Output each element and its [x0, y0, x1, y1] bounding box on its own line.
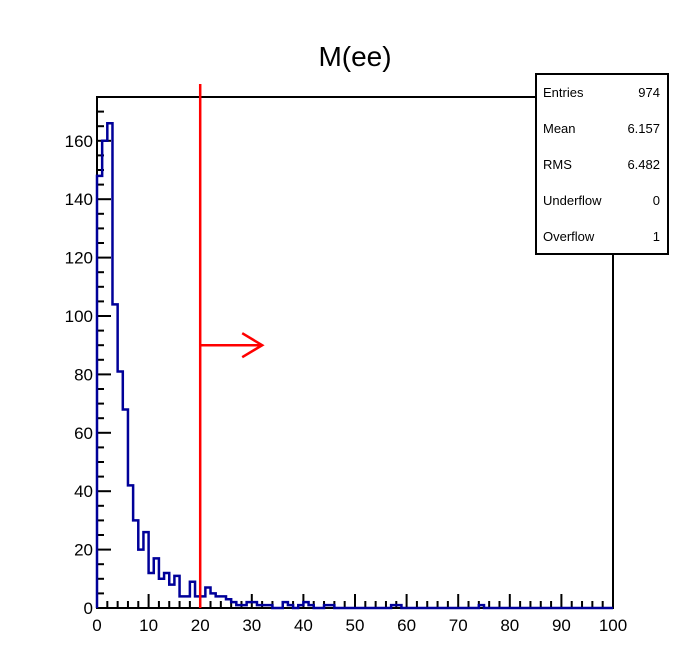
stats-value: 6.482 — [627, 157, 660, 172]
stats-label: Mean — [543, 121, 576, 136]
x-tick-label: 40 — [294, 616, 313, 635]
y-tick-label: 140 — [65, 190, 93, 209]
x-tick-label: 50 — [346, 616, 365, 635]
y-tick-label: 120 — [65, 249, 93, 268]
x-tick-label: 0 — [92, 616, 101, 635]
stats-label: RMS — [543, 157, 572, 172]
cut-arrow-head — [241, 332, 265, 359]
stats-label: Overflow — [543, 229, 595, 244]
stats-box: Entries 974 Mean 6.157 RMS 6.482 Underflow 0 Ove… — [535, 73, 669, 255]
x-tick-label: 30 — [242, 616, 261, 635]
x-tick-label: 60 — [397, 616, 416, 635]
stats-box-frame — [535, 73, 669, 255]
y-tick-label: 100 — [65, 307, 93, 326]
y-tick-label: 60 — [74, 424, 93, 443]
y-tick-label: 160 — [65, 132, 93, 151]
x-tick-label: 70 — [449, 616, 468, 635]
histogram-series — [95, 122, 613, 610]
x-tick-label: 80 — [500, 616, 519, 635]
stats-value: 0 — [653, 193, 660, 208]
histogram-line — [95, 122, 613, 610]
stats-value: 6.157 — [627, 121, 660, 136]
cut-marker — [198, 84, 265, 608]
y-tick-label: 40 — [74, 482, 93, 501]
y-tick-label: 20 — [74, 541, 93, 560]
stats-value: 974 — [638, 85, 660, 100]
stats-label: Entries — [543, 85, 584, 100]
chart-title: M(ee) — [318, 41, 391, 72]
stats-value: 1 — [653, 229, 660, 244]
x-tick-label: 100 — [599, 616, 627, 635]
x-tick-label: 20 — [191, 616, 210, 635]
x-tick-label: 90 — [552, 616, 571, 635]
y-tick-label: 0 — [84, 599, 93, 618]
x-tick-label: 10 — [139, 616, 158, 635]
stats-label: Underflow — [543, 193, 602, 208]
y-tick-label: 80 — [74, 365, 93, 384]
